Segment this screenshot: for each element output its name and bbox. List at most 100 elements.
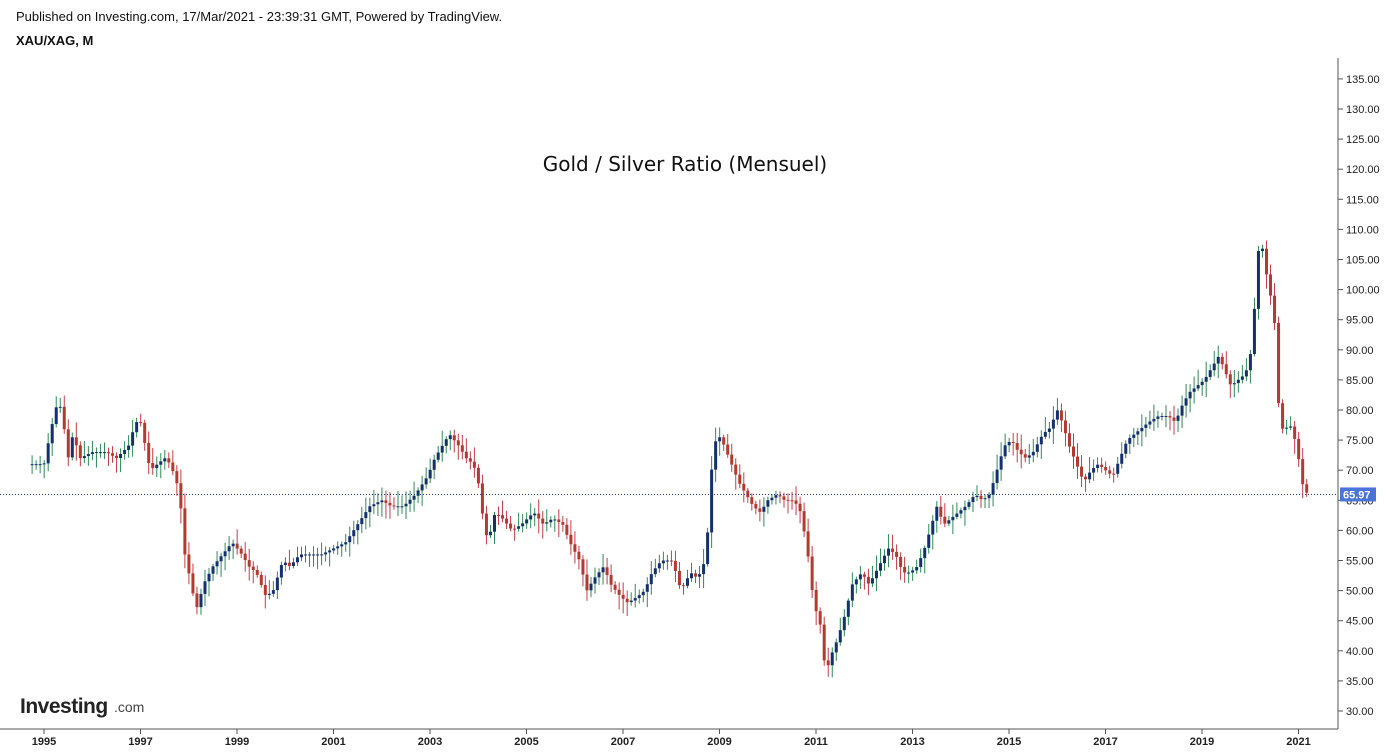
candle-body xyxy=(911,570,915,573)
candle-body xyxy=(183,508,187,555)
candle-body xyxy=(70,437,74,458)
candle-body xyxy=(649,574,653,585)
candle-body xyxy=(726,444,730,455)
candle-body xyxy=(818,611,822,625)
candle-body xyxy=(115,455,119,458)
candle-body xyxy=(444,439,448,446)
candle-body xyxy=(106,452,110,454)
candle-body xyxy=(62,406,66,430)
candle-body xyxy=(1293,426,1297,439)
candle-body xyxy=(891,548,895,552)
candle-body xyxy=(58,406,62,408)
candle-body xyxy=(525,519,529,524)
candle-body xyxy=(1019,449,1023,455)
candle-body xyxy=(529,515,533,520)
candle-body xyxy=(858,574,862,580)
candle-body xyxy=(1204,376,1208,382)
candle-body xyxy=(1140,427,1144,432)
candle-body xyxy=(283,562,287,566)
candle-body xyxy=(308,554,312,556)
candle-body xyxy=(147,442,151,463)
y-axis: 30.0035.0040.0045.0050.0055.0060.0065.00… xyxy=(1338,74,1380,718)
candle-body xyxy=(987,494,991,499)
candle-body xyxy=(798,503,802,512)
candle-body xyxy=(1043,431,1047,437)
candle-body xyxy=(786,499,790,501)
candle-body xyxy=(1285,427,1289,429)
candle-body xyxy=(400,506,404,508)
candle-body xyxy=(215,561,219,567)
y-tick-label: 70.00 xyxy=(1346,465,1374,477)
candle-body xyxy=(641,591,645,596)
x-tick-label: 2007 xyxy=(611,736,635,748)
candle-body xyxy=(1055,410,1059,420)
candle-body xyxy=(440,445,444,453)
candle-body xyxy=(899,556,903,567)
candle-body xyxy=(1100,464,1104,467)
candle-body xyxy=(384,500,388,503)
candle-body xyxy=(1216,356,1220,364)
y-tick-label: 95.00 xyxy=(1346,315,1374,327)
y-tick-label: 90.00 xyxy=(1346,345,1374,357)
x-tick-label: 2019 xyxy=(1190,736,1214,748)
candle-body xyxy=(259,574,263,585)
candle-body xyxy=(838,630,842,643)
candle-body xyxy=(1252,308,1256,355)
candle-body xyxy=(94,452,98,454)
candle-body xyxy=(1011,441,1015,444)
candle-body xyxy=(1264,248,1268,275)
y-tick-label: 60.00 xyxy=(1346,525,1374,537)
candle-body xyxy=(903,566,907,573)
candle-body xyxy=(1080,466,1084,477)
candle-body xyxy=(1144,424,1148,428)
candle-body xyxy=(1180,405,1184,416)
candle-body xyxy=(577,551,581,560)
candle-body xyxy=(842,616,846,631)
candle-body xyxy=(464,451,468,459)
candle-body xyxy=(155,464,159,469)
candle-body xyxy=(255,569,259,575)
candle-body xyxy=(878,563,882,571)
candle-body xyxy=(545,522,549,524)
candle-body xyxy=(706,532,710,565)
y-tick-label: 50.00 xyxy=(1346,586,1374,598)
x-tick-label: 2017 xyxy=(1093,736,1117,748)
candle-body xyxy=(1228,374,1232,385)
candle-body xyxy=(657,563,661,569)
candle-body xyxy=(1104,466,1108,471)
x-tick-label: 2009 xyxy=(707,736,731,748)
candle-body xyxy=(207,573,211,582)
candle-body xyxy=(810,556,814,590)
candle-body xyxy=(782,496,786,500)
candle-body xyxy=(625,598,629,603)
candle-body xyxy=(492,515,496,532)
candle-body xyxy=(223,551,227,557)
candle-body xyxy=(263,584,267,596)
candle-body xyxy=(762,506,766,512)
candle-body xyxy=(239,548,243,554)
candle-body xyxy=(1277,322,1281,404)
candle-body xyxy=(360,518,364,525)
candle-body xyxy=(392,505,396,507)
candle-body xyxy=(340,544,344,547)
candle-body xyxy=(915,567,919,571)
candle-body xyxy=(46,443,50,464)
candle-body xyxy=(456,440,460,446)
candle-body xyxy=(428,469,432,479)
x-tick-label: 2005 xyxy=(514,736,538,748)
candle-body xyxy=(352,530,356,537)
candle-body xyxy=(1039,436,1043,445)
y-tick-label: 130.00 xyxy=(1346,104,1380,116)
candle-body xyxy=(850,584,854,601)
y-tick-label: 105.00 xyxy=(1346,255,1380,267)
candle-body xyxy=(1084,476,1088,480)
candle-body xyxy=(1208,370,1212,377)
candle-body xyxy=(1132,434,1136,438)
candle-body xyxy=(151,462,155,469)
candle-body xyxy=(356,524,360,531)
candle-body xyxy=(82,456,86,459)
logo-tld-text: .com xyxy=(114,699,144,715)
candle-body xyxy=(862,574,866,577)
candle-body xyxy=(505,518,509,524)
